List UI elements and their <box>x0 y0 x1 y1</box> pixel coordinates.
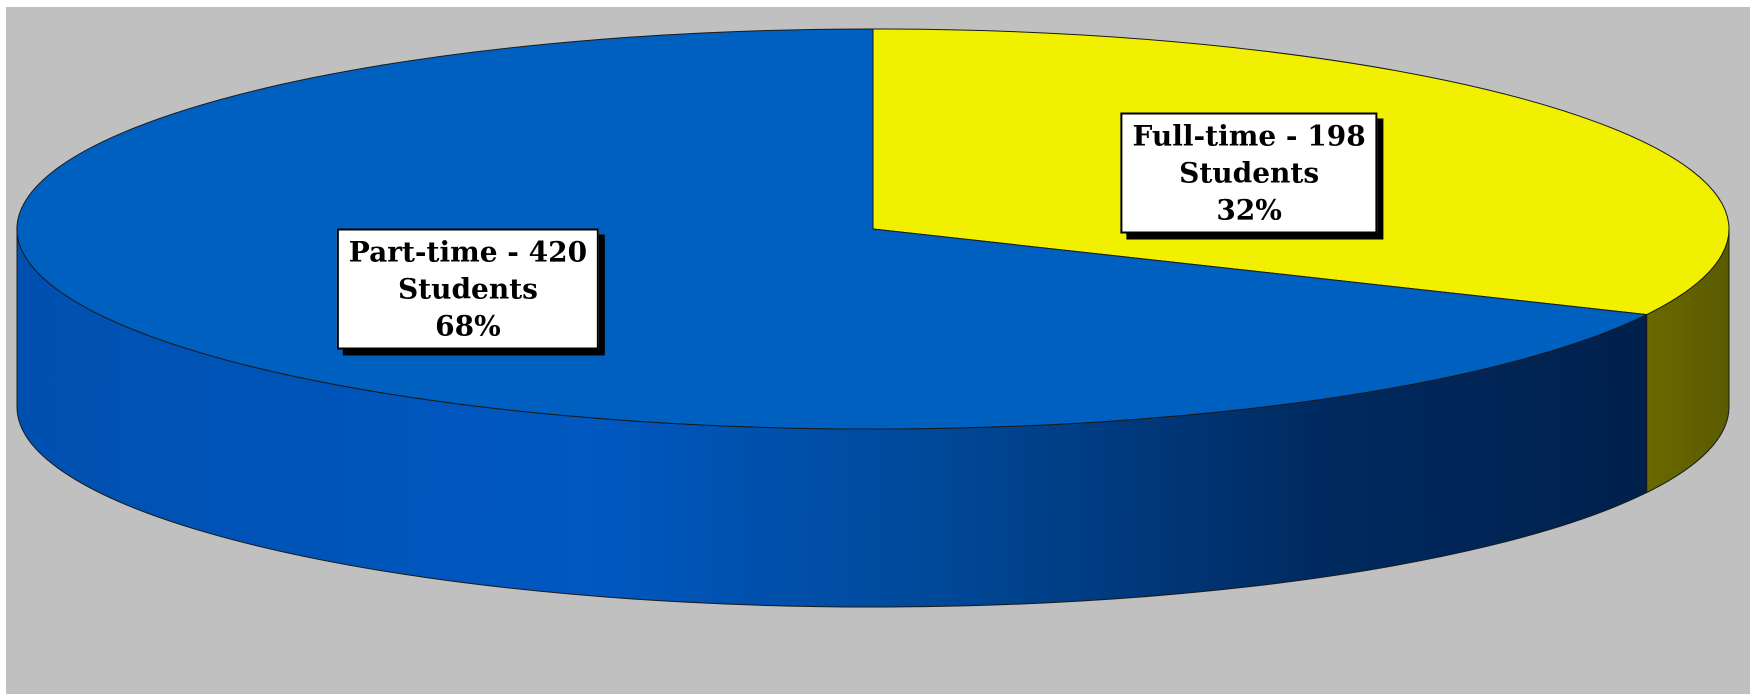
label-line-3: 68% <box>435 309 501 343</box>
slice-label-full-time: Full-time - 198 Students 32% <box>1120 112 1378 234</box>
pie-chart <box>16 28 1730 608</box>
label-line-2: Students <box>1179 156 1320 190</box>
label-line-1: Full-time - 198 <box>1132 119 1366 153</box>
chart-area: Part-time - 420 Students 68% Full-time -… <box>6 7 1750 694</box>
slice-label-part-time: Part-time - 420 Students 68% <box>336 228 600 350</box>
label-line-1: Part-time - 420 <box>348 235 588 269</box>
label-line-2: Students <box>397 272 538 306</box>
label-line-3: 32% <box>1216 193 1282 227</box>
